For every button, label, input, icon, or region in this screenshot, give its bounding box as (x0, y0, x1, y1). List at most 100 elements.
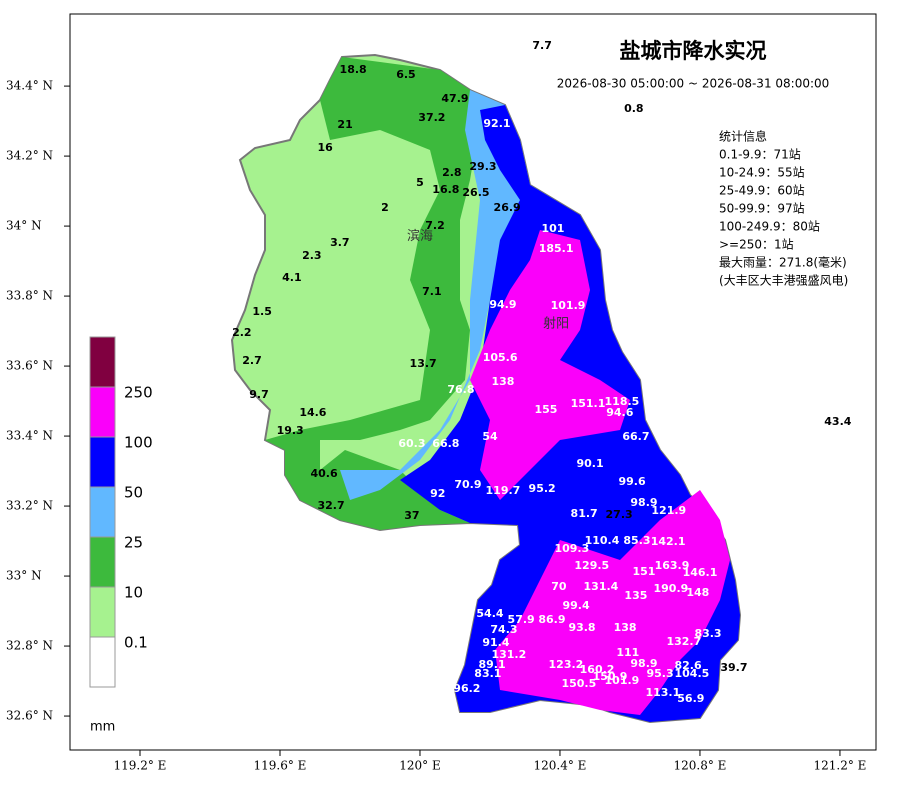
station-value: 57.9 (508, 613, 535, 626)
station-value: 150.5 (561, 677, 596, 690)
station-value: 7.1 (422, 285, 442, 298)
station-value: 94.9 (489, 298, 516, 311)
station-value: 16 (317, 141, 333, 154)
station-value: 32.7 (318, 499, 345, 512)
station-value: 92 (430, 487, 445, 500)
legend-swatch (89, 486, 116, 538)
station-value: 163.9 (655, 559, 690, 572)
y-tick-label: 34.2° N (6, 149, 53, 163)
station-value: 151 (632, 565, 655, 578)
station-value: 47.9 (441, 92, 468, 105)
region-light-blue (340, 90, 555, 500)
station-value: 131.2 (491, 648, 526, 661)
station-value: 14.6 (299, 406, 326, 419)
station-value: 104.5 (675, 667, 710, 680)
station-value: 92.1 (483, 117, 510, 130)
station-value: 5 (416, 176, 424, 189)
region-magenta (470, 230, 630, 500)
station-value: 190.9 (654, 582, 689, 595)
station-value: 101 (541, 222, 564, 235)
station-value: 138 (614, 621, 637, 634)
station-value: 160.2 (580, 663, 615, 676)
y-tick-label: 33.4° N (6, 429, 53, 443)
stats-line: 10-24.9：55站 (719, 166, 805, 180)
station-value: 123.2 (549, 658, 584, 671)
station-value: 19.3 (277, 424, 304, 437)
station-value: 37.2 (418, 111, 445, 124)
station-value: 99.4 (562, 599, 589, 612)
station-value: 83.3 (694, 627, 721, 640)
station-value: 113.1 (645, 686, 680, 699)
station-value: 70 (551, 580, 567, 593)
legend-swatch (89, 636, 116, 688)
y-tick-label: 34° N (6, 219, 42, 233)
station-value: 82.6 (674, 659, 701, 672)
stats-line: (大丰区大丰港强盛风电) (719, 273, 848, 288)
region-magenta (495, 490, 730, 715)
station-value: 43.4 (824, 415, 851, 428)
station-value: 6.5 (396, 68, 416, 81)
station-value: 105.6 (483, 351, 518, 364)
station-value: 37 (404, 509, 419, 522)
station-value: 101.9 (605, 674, 640, 687)
station-value: 98.9 (630, 496, 657, 509)
station-value: 94.6 (606, 406, 633, 419)
station-value: 7.7 (532, 39, 552, 52)
legend-label: 50 (124, 484, 143, 502)
station-value: 131.4 (584, 580, 619, 593)
station-value: 85.3 (623, 534, 650, 547)
station-value: 26.9 (494, 201, 521, 214)
stats-line: 0.1-9.9：71站 (719, 148, 801, 162)
station-value: 2.2 (232, 326, 252, 339)
station-value: 96.2 (453, 682, 480, 695)
station-value: 60.3 (398, 437, 425, 450)
station-value: 86.9 (538, 613, 565, 626)
station-value: 109.3 (554, 542, 589, 555)
station-value: 151.1 (571, 397, 606, 410)
y-tick-label: 33.6° N (6, 359, 53, 373)
station-value: 90.1 (576, 457, 603, 470)
station-value: 18.8 (340, 63, 367, 76)
station-value: 39.7 (720, 661, 747, 674)
legend-unit: mm (90, 720, 115, 735)
x-tick-label: 120° E (399, 759, 440, 773)
station-value: 111 (616, 646, 639, 659)
place-name: 滨海 (407, 228, 433, 244)
map-title: 盐城市降水实况 (620, 39, 767, 63)
stats-line: >=250：1站 (719, 238, 794, 252)
station-value: 185.1 (539, 242, 574, 255)
station-value: 91.4 (482, 636, 509, 649)
x-tick-label: 119.6° E (254, 759, 307, 773)
station-value: 132.7 (666, 635, 701, 648)
station-value: 21 (337, 118, 352, 131)
station-value: 2.3 (302, 249, 322, 262)
stats-box: 统计信息 0.1-9.9：71站 10-24.9：55站 25-49.9：60站 50-… (719, 129, 848, 288)
stats-line: 100-249.9：80站 (719, 220, 820, 234)
station-value: 2.7 (242, 354, 262, 367)
station-value: 146.1 (683, 566, 718, 579)
station-value: 150.9 (593, 670, 628, 683)
station-value: 121.9 (651, 504, 686, 517)
time-range: 2026-08-30 05:00:00 ~ 2026-08-31 08:00:0… (557, 77, 830, 91)
stats-line: 统计信息 (719, 129, 767, 144)
station-value: 142.1 (651, 535, 686, 548)
station-value: 1.5 (252, 305, 272, 318)
y-tick-label: 32.6° N (6, 709, 53, 723)
legend-swatch (89, 336, 116, 388)
station-value: 29.3 (469, 160, 496, 173)
station-value: 135 (624, 589, 647, 602)
station-value: 16.8 (432, 183, 459, 196)
station-value: 119.7 (486, 484, 521, 497)
legend-swatch (89, 386, 116, 438)
legend-label: 25 (124, 534, 143, 552)
station-value: 98.9 (630, 657, 657, 670)
legend: 0.1 10 25 50 100 250 mm (89, 336, 153, 735)
station-value: 95.3 (646, 667, 673, 680)
station-value: 110.4 (585, 534, 620, 547)
legend-label: 250 (124, 384, 153, 402)
station-value: 99.6 (618, 475, 645, 488)
station-value: 56.9 (677, 692, 704, 705)
station-value: 138 (491, 375, 514, 388)
